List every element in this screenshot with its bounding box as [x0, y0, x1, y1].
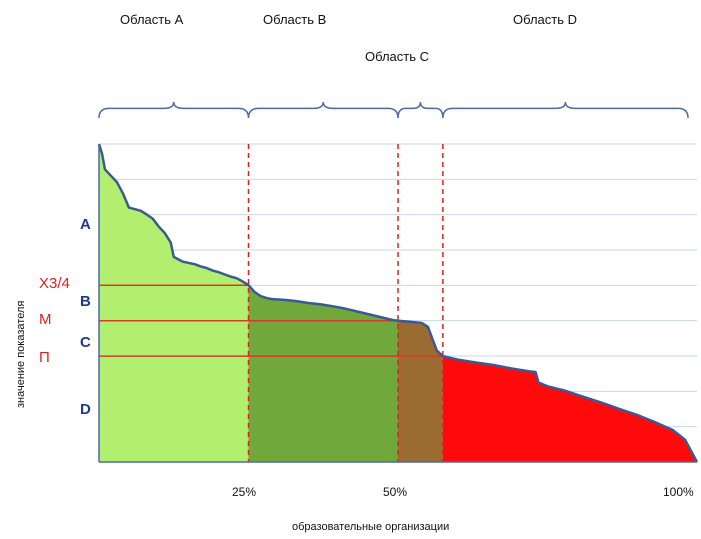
area-region-d — [442, 356, 697, 462]
x-axis-label: образовательные организации — [292, 521, 449, 533]
brace-region-c — [397, 101, 444, 119]
x-tick-50: 50% — [383, 485, 407, 499]
area-region-b — [248, 285, 398, 462]
x-tick-25: 25% — [232, 485, 256, 499]
area-region-c — [398, 320, 443, 462]
brace-region-d — [442, 101, 689, 119]
region-d-label: Область D — [513, 12, 577, 27]
region-dividers — [247, 144, 444, 462]
x-tick-100: 100% — [663, 485, 694, 499]
level-letter-c: C — [80, 334, 91, 351]
region-braces — [98, 101, 689, 119]
region-a-label: Область A — [120, 12, 184, 27]
region-c-label: Область C — [365, 49, 429, 64]
region-b-label: Область B — [263, 12, 326, 27]
area-region-a — [99, 144, 249, 462]
stat-label-x34: X3/4 — [39, 275, 70, 292]
level-letter-d: D — [80, 401, 91, 418]
distribution-curve — [97, 143, 699, 463]
level-letter-a: A — [80, 216, 91, 233]
brace-region-a — [98, 101, 250, 119]
y-axis-label: значение показателя — [15, 301, 27, 408]
level-letter-b: B — [80, 293, 91, 310]
stat-label-p: П — [39, 349, 50, 366]
stat-label-m: M — [39, 311, 52, 328]
statistic-lines — [99, 284, 443, 357]
brace-region-b — [247, 101, 399, 119]
